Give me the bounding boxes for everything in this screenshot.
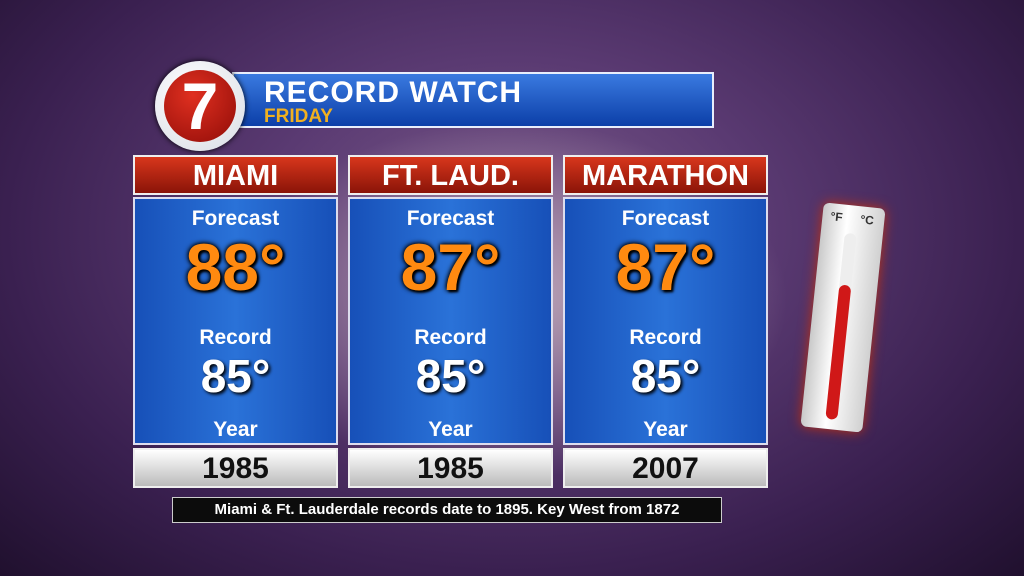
- forecast-label: Forecast: [406, 207, 495, 230]
- forecast-label: Forecast: [621, 207, 710, 230]
- forecast-label: Forecast: [191, 207, 280, 230]
- forecast-panel: Forecast 87° Record 85° Year: [563, 197, 768, 445]
- forecast-temp: 88°: [185, 230, 286, 304]
- year-label: Year: [643, 418, 688, 441]
- forecast-temp: 87°: [400, 230, 501, 304]
- record-year: 2007: [563, 448, 768, 488]
- forecast-temp: 87°: [615, 230, 716, 304]
- subtitle: FRIDAY: [264, 106, 333, 127]
- city-name: FT. LAUD.: [348, 155, 553, 195]
- record-temp: 85°: [200, 350, 271, 402]
- city-column: MARATHON Forecast 87° Record 85° Year 2007: [563, 155, 768, 488]
- city-column: MIAMI Forecast 88° Record 85° Year 1985: [133, 155, 338, 488]
- logo-text: 7: [164, 70, 236, 142]
- record-temp: 85°: [630, 350, 701, 402]
- record-label: Record: [629, 326, 702, 349]
- record-label: Record: [414, 326, 487, 349]
- title: RECORD WATCH: [264, 76, 523, 109]
- footer-note: Miami & Ft. Lauderdale records date to 1…: [172, 497, 722, 523]
- forecast-panel: Forecast 88° Record 85° Year: [133, 197, 338, 445]
- c-label: °C: [859, 212, 875, 228]
- city-name: MIAMI: [133, 155, 338, 195]
- city-column: FT. LAUD. Forecast 87° Record 85° Year 1985: [348, 155, 553, 488]
- thermo-mercury: [825, 284, 852, 420]
- record-year: 1985: [133, 448, 338, 488]
- record-year: 1985: [348, 448, 553, 488]
- record-label: Record: [199, 326, 272, 349]
- thermometer: °F °C: [800, 202, 886, 433]
- city-name: MARATHON: [563, 155, 768, 195]
- title-banner: RECORD WATCH FRIDAY: [232, 72, 714, 128]
- record-temp: 85°: [415, 350, 486, 402]
- station-logo: 7: [155, 61, 245, 151]
- forecast-panel: Forecast 87° Record 85° Year: [348, 197, 553, 445]
- f-label: °F: [829, 209, 844, 225]
- year-label: Year: [428, 418, 473, 441]
- year-label: Year: [213, 418, 258, 441]
